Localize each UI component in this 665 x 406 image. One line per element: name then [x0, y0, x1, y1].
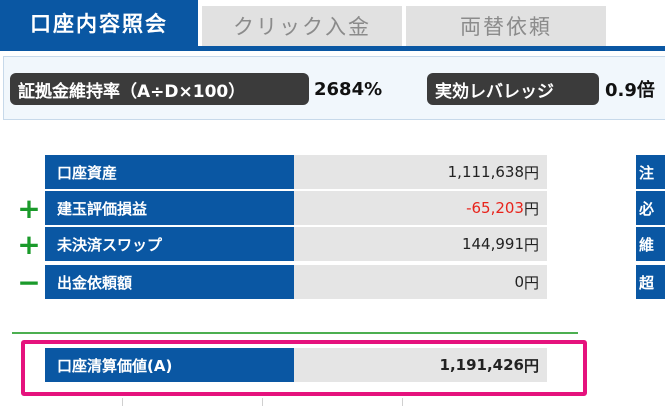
margin-ratio-value: 2684% — [314, 78, 383, 100]
row-value-unrealized-pl: -65,203 円 — [294, 191, 547, 225]
row-value-account-assets: 1,111,638 円 — [294, 155, 547, 189]
margin-ratio-label: 証拠金維持率（A÷D×100） — [10, 73, 309, 105]
plus-sign: + — [17, 191, 41, 225]
minus-sign: − — [17, 265, 41, 299]
row-sign — [16, 155, 42, 189]
leverage-value: 0.9倍 — [605, 80, 655, 101]
row-label-unrealized-pl: 建玉評価損益 — [45, 191, 294, 225]
value-number: 1,111,638 — [447, 163, 524, 181]
row-value-unsettled-swap: 144,991 円 — [294, 227, 547, 261]
tab-underline — [0, 46, 665, 51]
value-number: 144,991 — [461, 235, 524, 253]
leverage-label-text: 実効レバレッジ — [435, 81, 554, 102]
highlight-box — [21, 340, 587, 396]
leverage-label: 実効レバレッジ — [427, 73, 599, 105]
tab-exchange-request[interactable]: 両替依頼 — [406, 6, 606, 46]
side-row-label: 必 — [636, 191, 665, 225]
table-divider — [262, 398, 263, 406]
row-label-liquidation-value: 口座清算価値(A) — [45, 348, 294, 382]
table-divider — [402, 398, 403, 406]
row-value-liquidation-value: 1,191,426 円 — [294, 348, 547, 382]
sum-divider — [12, 332, 578, 334]
table-divider — [122, 398, 123, 406]
row-label-unsettled-swap: 未決済スワップ — [45, 227, 294, 261]
row-label-withdrawal-request: 出金依頼額 — [45, 265, 294, 299]
value-unit: 円 — [523, 163, 539, 182]
tab-account-summary[interactable]: 口座内容照会 — [0, 0, 198, 46]
margin-ratio-label-text: 証拠金維持率（A÷D×100） — [18, 81, 246, 102]
tab-label: クリック入金 — [233, 15, 371, 39]
tab-label: 口座内容照会 — [30, 12, 168, 36]
plus-sign: + — [17, 227, 41, 261]
side-row-label: 超 — [636, 265, 665, 299]
value-number: 0 — [514, 273, 524, 291]
value-number: 1,191,426 — [439, 356, 524, 374]
value-unit: 円 — [523, 235, 539, 254]
row-label-account-assets: 口座資産 — [45, 155, 294, 189]
value-number: -65,203 — [466, 199, 524, 217]
value-unit: 円 — [523, 273, 539, 292]
value-unit: 円 — [523, 199, 539, 218]
side-row-label: 維 — [636, 227, 665, 261]
value-unit: 円 — [523, 356, 539, 375]
tab-label: 両替依頼 — [460, 15, 552, 39]
side-row-label: 注 — [636, 155, 665, 189]
tab-click-deposit[interactable]: クリック入金 — [202, 6, 402, 46]
